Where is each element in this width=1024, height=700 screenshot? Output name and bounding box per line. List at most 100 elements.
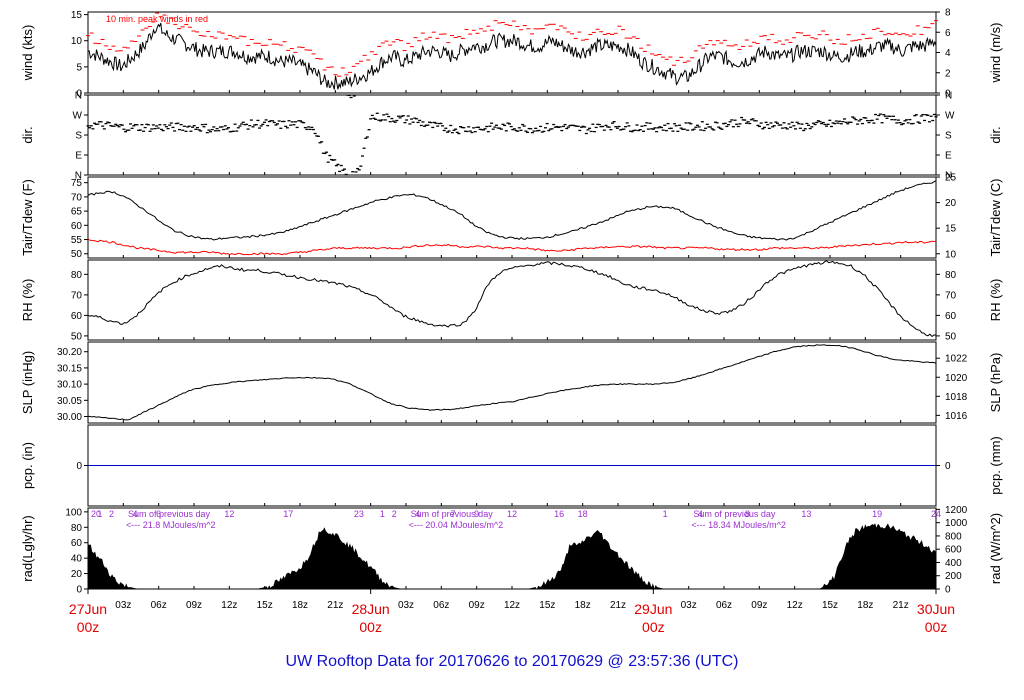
- y-axis-label: dir.: [20, 126, 35, 143]
- x-hour-label: 09z: [751, 600, 767, 611]
- series-line: [87, 238, 937, 256]
- y-tick-label: 40: [71, 554, 83, 565]
- x-hour-label: 06z: [716, 600, 732, 611]
- y-axis-label: rad(Lgly/hr): [20, 515, 35, 581]
- radiation-area: [88, 523, 936, 589]
- rad-hour-mark: 13: [801, 509, 811, 519]
- y-tick-label: 65: [71, 207, 83, 218]
- panel-slp: 30.00 30.05 30.10 30.15 30.20 1016 1018 1020 102…: [20, 341, 1003, 424]
- date-label: 27Jun: [69, 601, 107, 617]
- series-line: [87, 344, 937, 421]
- rad-hour-mark: 4: [415, 509, 420, 519]
- x-hour-label: 15z: [257, 600, 273, 611]
- panel-wind: 0 5 10 15 0 2 4 6 8 wind (kts) wind (m/s) 10 min. p…: [20, 8, 1003, 100]
- daily-sum-value: <--- 21.8 MJoules/m^2: [126, 520, 216, 530]
- y-axis-label-right: SLP (hPa): [988, 353, 1003, 413]
- y-tick-label: 30.10: [57, 380, 82, 391]
- rad-hour-mark: 12: [507, 509, 517, 519]
- y-tick-label: 80: [71, 270, 83, 281]
- y-tick-label: 0: [76, 585, 82, 596]
- rad-hour-mark: 1: [97, 509, 102, 519]
- date-sub-label: 00z: [359, 619, 382, 635]
- rad-hour-mark: 8: [745, 509, 750, 519]
- x-hour-label: 03z: [681, 600, 697, 611]
- x-hour-label: 21z: [327, 600, 343, 611]
- y-axis-label-right: Tair/Tdew (C): [988, 178, 1003, 256]
- date-sub-label: 00z: [925, 619, 948, 635]
- y-tick-label-right: S: [945, 131, 952, 142]
- y-tick-label-right: 400: [945, 558, 962, 569]
- x-hour-label: 21z: [610, 600, 626, 611]
- rad-hour-mark: 1: [380, 509, 385, 519]
- y-axis-label-right: rad (W/m^2): [988, 513, 1003, 584]
- y-tick-label-right: 1200: [945, 505, 968, 516]
- y-tick-label-right: 0: [945, 461, 951, 472]
- y-tick-label-right: 6: [945, 28, 951, 39]
- y-tick-label-right: 0: [945, 585, 951, 596]
- y-tick-label-right: W: [945, 111, 955, 122]
- x-hour-label: 12z: [787, 600, 803, 611]
- date-label: 29Jun: [634, 601, 672, 617]
- daily-sum-title: Sum of previous day: [693, 509, 776, 519]
- x-hour-label: 18z: [292, 600, 308, 611]
- panel-frame: [87, 94, 937, 176]
- y-tick-label-right: 1020: [945, 373, 968, 384]
- x-hour-label: 06z: [151, 600, 167, 611]
- y-tick-label-right: 15: [945, 224, 957, 235]
- y-axis-label: wind (kts): [20, 25, 35, 82]
- rad-hour-mark: 16: [554, 509, 564, 519]
- y-tick-label: 60: [71, 538, 83, 549]
- y-axis-label: SLP (inHg): [20, 351, 35, 414]
- rad-hour-mark: 19: [872, 509, 882, 519]
- panel-frame: [87, 259, 937, 341]
- y-axis-label-right: pcp. (mm): [988, 436, 1003, 495]
- y-tick-label: 30.00: [57, 412, 82, 423]
- y-tick-label-right: 25: [945, 173, 957, 184]
- rad-hour-mark: 18: [578, 509, 588, 519]
- x-hour-label: 03z: [115, 600, 131, 611]
- y-tick-label-right: 2: [945, 68, 951, 79]
- rad-hour-mark: 24: [931, 509, 941, 519]
- x-hour-label: 03z: [398, 600, 414, 611]
- date-label: 28Jun: [352, 601, 390, 617]
- y-tick-label: 10: [71, 36, 83, 47]
- date-sub-label: 00z: [77, 619, 100, 635]
- rad-hour-mark: 4: [133, 509, 138, 519]
- y-tick-label-right: 80: [945, 270, 957, 281]
- x-hour-label: 09z: [469, 600, 485, 611]
- y-tick-label: 80: [71, 523, 83, 534]
- rad-hour-mark: 6: [156, 509, 161, 519]
- date-sub-label: 00z: [642, 619, 665, 635]
- y-axis-label-right: wind (m/s): [988, 23, 1003, 84]
- chart-title: UW Rooftop Data for 20170626 to 20170629…: [286, 653, 739, 670]
- y-tick-label-right: 200: [945, 571, 962, 582]
- x-hour-label: 15z: [822, 600, 838, 611]
- y-tick-label: 15: [71, 10, 83, 21]
- y-tick-label: 100: [65, 507, 82, 518]
- y-tick-label: 50: [71, 331, 83, 342]
- y-axis-label: Tair/Tdew (F): [20, 179, 35, 256]
- rad-hour-mark: 12: [224, 509, 234, 519]
- y-tick-label-right: 800: [945, 531, 962, 542]
- y-tick-label-right: N: [945, 171, 952, 182]
- y-tick-label: N: [75, 171, 82, 182]
- x-hour-label: 06z: [433, 600, 449, 611]
- y-tick-label: 5: [76, 62, 82, 73]
- daily-sum-title: Sum of previous day: [128, 509, 211, 519]
- y-tick-label-right: 1000: [945, 518, 968, 529]
- y-tick-label: 20: [71, 569, 83, 580]
- panel-rad: 020406080100020040060080010001200rad(Lgl…: [20, 505, 1003, 596]
- y-tick-label-right: 50: [945, 331, 957, 342]
- rad-hour-mark: 23: [354, 509, 364, 519]
- rad-hour-mark: 2: [109, 509, 114, 519]
- y-tick-label-right: 8: [945, 8, 951, 19]
- panel-temp: 50 55 60 65 70 75 10 15 20 25 Tair/Tdew (F) Tair/Td…: [20, 173, 1003, 261]
- x-hour-label: 18z: [857, 600, 873, 611]
- x-hour-label: 09z: [186, 600, 202, 611]
- y-tick-label: 75: [71, 178, 83, 189]
- x-hour-label: 12z: [504, 600, 520, 611]
- y-tick-label-right: 1016: [945, 411, 968, 422]
- daily-sum-title: Sum of previous day: [411, 509, 494, 519]
